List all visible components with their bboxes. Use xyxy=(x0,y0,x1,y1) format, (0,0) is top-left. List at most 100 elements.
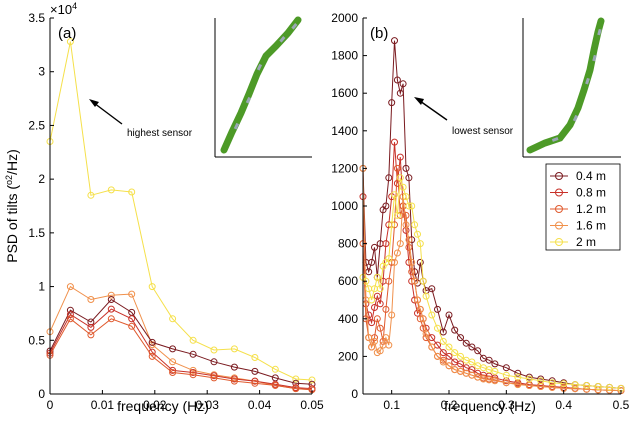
panel-a-data-point xyxy=(148,352,156,360)
panel-b-data-point xyxy=(391,191,398,199)
panel-b-data-point xyxy=(502,379,510,387)
panel-b-data-point xyxy=(399,80,407,88)
panel-a: 0 0.01 0.02 0.03 0.04 0.05 0 0.5 1 1.5 2 2.5 3 3.5 (a… xyxy=(4,1,324,414)
panel-a-y-tick-label: 0 xyxy=(38,387,45,401)
panel-b-data-point xyxy=(382,202,390,210)
panel-b-data-point xyxy=(385,255,393,263)
legend-box xyxy=(545,163,621,251)
panel-b-data-point xyxy=(439,337,447,345)
panel-b-data-point xyxy=(396,89,404,97)
panel-b-data-point xyxy=(376,347,384,355)
panel-b-data-point xyxy=(434,305,441,313)
panel-b-data-point xyxy=(416,258,424,266)
panel-a-data-point xyxy=(66,38,74,46)
panel-a-axes: 0 0.01 0.02 0.03 0.04 0.05 0 0.5 1 1.5 2 2.5 3 3.5 xyxy=(28,11,324,412)
panel-b-data-point xyxy=(371,243,378,251)
panel-b-data-point xyxy=(451,349,459,357)
panel-b-x-tick-label: 0.1 xyxy=(383,398,400,412)
panel-b-data-point xyxy=(416,305,424,313)
panel-a-data-point xyxy=(107,186,115,194)
legend-item: 2 m xyxy=(550,235,596,249)
panel-b-data-point xyxy=(571,381,579,389)
panel-b-x-tick-label: 0.4 xyxy=(555,398,572,412)
panel-b-x-tick-label: 0.5 xyxy=(613,398,630,412)
panel-a-exponent-label: ×104 xyxy=(50,1,77,17)
panel-b-annotation-arrowhead xyxy=(414,97,424,105)
panel-b-data-point xyxy=(393,179,401,187)
panel-b-data-point xyxy=(422,292,430,300)
panel-b-data-point xyxy=(468,358,476,366)
panel-b-data-point xyxy=(408,258,416,266)
panel-a-data-point xyxy=(128,322,136,330)
panel-a-data-point xyxy=(66,311,74,318)
panel-b-data-point xyxy=(376,285,384,293)
panel-b-label: (b) xyxy=(370,25,388,42)
panel-b-data-point xyxy=(548,379,556,387)
panel-b-data-point xyxy=(388,99,396,107)
panel-b-data-point xyxy=(428,343,436,351)
panel-b-data-point xyxy=(396,174,404,182)
panel-b-data-point xyxy=(373,273,381,281)
panel-a-data-point xyxy=(189,366,197,374)
panel-a-data-point xyxy=(230,363,238,371)
panel-b-data-point xyxy=(382,305,390,313)
panel-a-data-point xyxy=(189,336,197,344)
panel-b-data-point xyxy=(428,311,436,319)
panel-b-data-point xyxy=(474,347,482,355)
legend-swatch-marker xyxy=(555,238,563,246)
panel-b-data-point xyxy=(371,304,378,311)
legend-swatch-marker xyxy=(555,205,563,213)
panel-b-annotation-arrow xyxy=(419,100,448,121)
panel-b-y-tick-label: 800 xyxy=(338,237,358,251)
panel-a-data-point xyxy=(87,296,95,303)
panel-b-y-tick-label: 2000 xyxy=(331,11,358,25)
panel-a-data-point xyxy=(292,379,300,387)
panel-b-data-point xyxy=(373,315,381,323)
panel-a-data-point xyxy=(128,188,136,196)
panel-b-data-point xyxy=(419,277,427,285)
legend-item: 1.2 m xyxy=(550,202,606,216)
panel-b-data-point xyxy=(388,311,396,319)
panel-a-data-point xyxy=(107,305,115,313)
panel-b-data-point xyxy=(525,373,533,381)
panel-a-inset-sensor xyxy=(279,36,286,43)
panel-b-data-point xyxy=(514,381,522,389)
panel-b-data-point xyxy=(396,240,404,248)
panel-b-data-point xyxy=(393,164,401,172)
panel-b-data-point xyxy=(468,343,476,351)
panel-a-data-point xyxy=(271,365,279,373)
panel-b-y-tick-label: 1400 xyxy=(331,124,358,138)
panel-a-y-tick-label: 3 xyxy=(38,65,45,79)
panel-b-data-point xyxy=(419,324,427,332)
panel-b-data-point xyxy=(457,360,464,368)
panel-b-series-line xyxy=(362,177,622,389)
panel-b-data-point xyxy=(571,385,579,393)
panel-b-data-point xyxy=(416,240,424,248)
panel-b-x-tick-label: 0.2 xyxy=(441,398,458,412)
legend-item: 0.8 m xyxy=(550,186,606,200)
panel-b-data-point xyxy=(419,315,427,323)
panel-b-data-point xyxy=(583,382,591,389)
panel-a-data-point xyxy=(169,358,177,366)
panel-a-data-point xyxy=(271,381,279,389)
panel-a-data-point xyxy=(87,191,95,199)
panel-b-data-point xyxy=(434,324,441,332)
panel-a-label: (a) xyxy=(58,25,76,42)
panel-a-y-tick-label: 3.5 xyxy=(28,11,45,25)
panel-b-data-point xyxy=(457,334,464,342)
panel-a-inset-sensor xyxy=(233,122,240,130)
legend-item: 0.4 m xyxy=(550,169,606,183)
panel-a-data-point xyxy=(169,369,177,376)
panel-a-data-point xyxy=(251,377,259,385)
panel-a-data-point xyxy=(189,350,197,358)
panel-b-data-point xyxy=(560,380,568,388)
panel-b-x-axis-label: frequency (Hz) xyxy=(444,398,536,414)
panel-b-data-point xyxy=(606,383,613,391)
panel-b-data-point xyxy=(385,341,393,349)
panel-a-annotation: highest sensor xyxy=(127,128,193,139)
panel-b-data-point xyxy=(411,221,419,229)
panel-b-data-point xyxy=(376,300,384,308)
panel-b-y-tick-label: 400 xyxy=(338,312,358,326)
panel-b-data-point xyxy=(391,138,398,146)
panel-a-x-axis-label: frequency (Hz) xyxy=(117,398,209,414)
